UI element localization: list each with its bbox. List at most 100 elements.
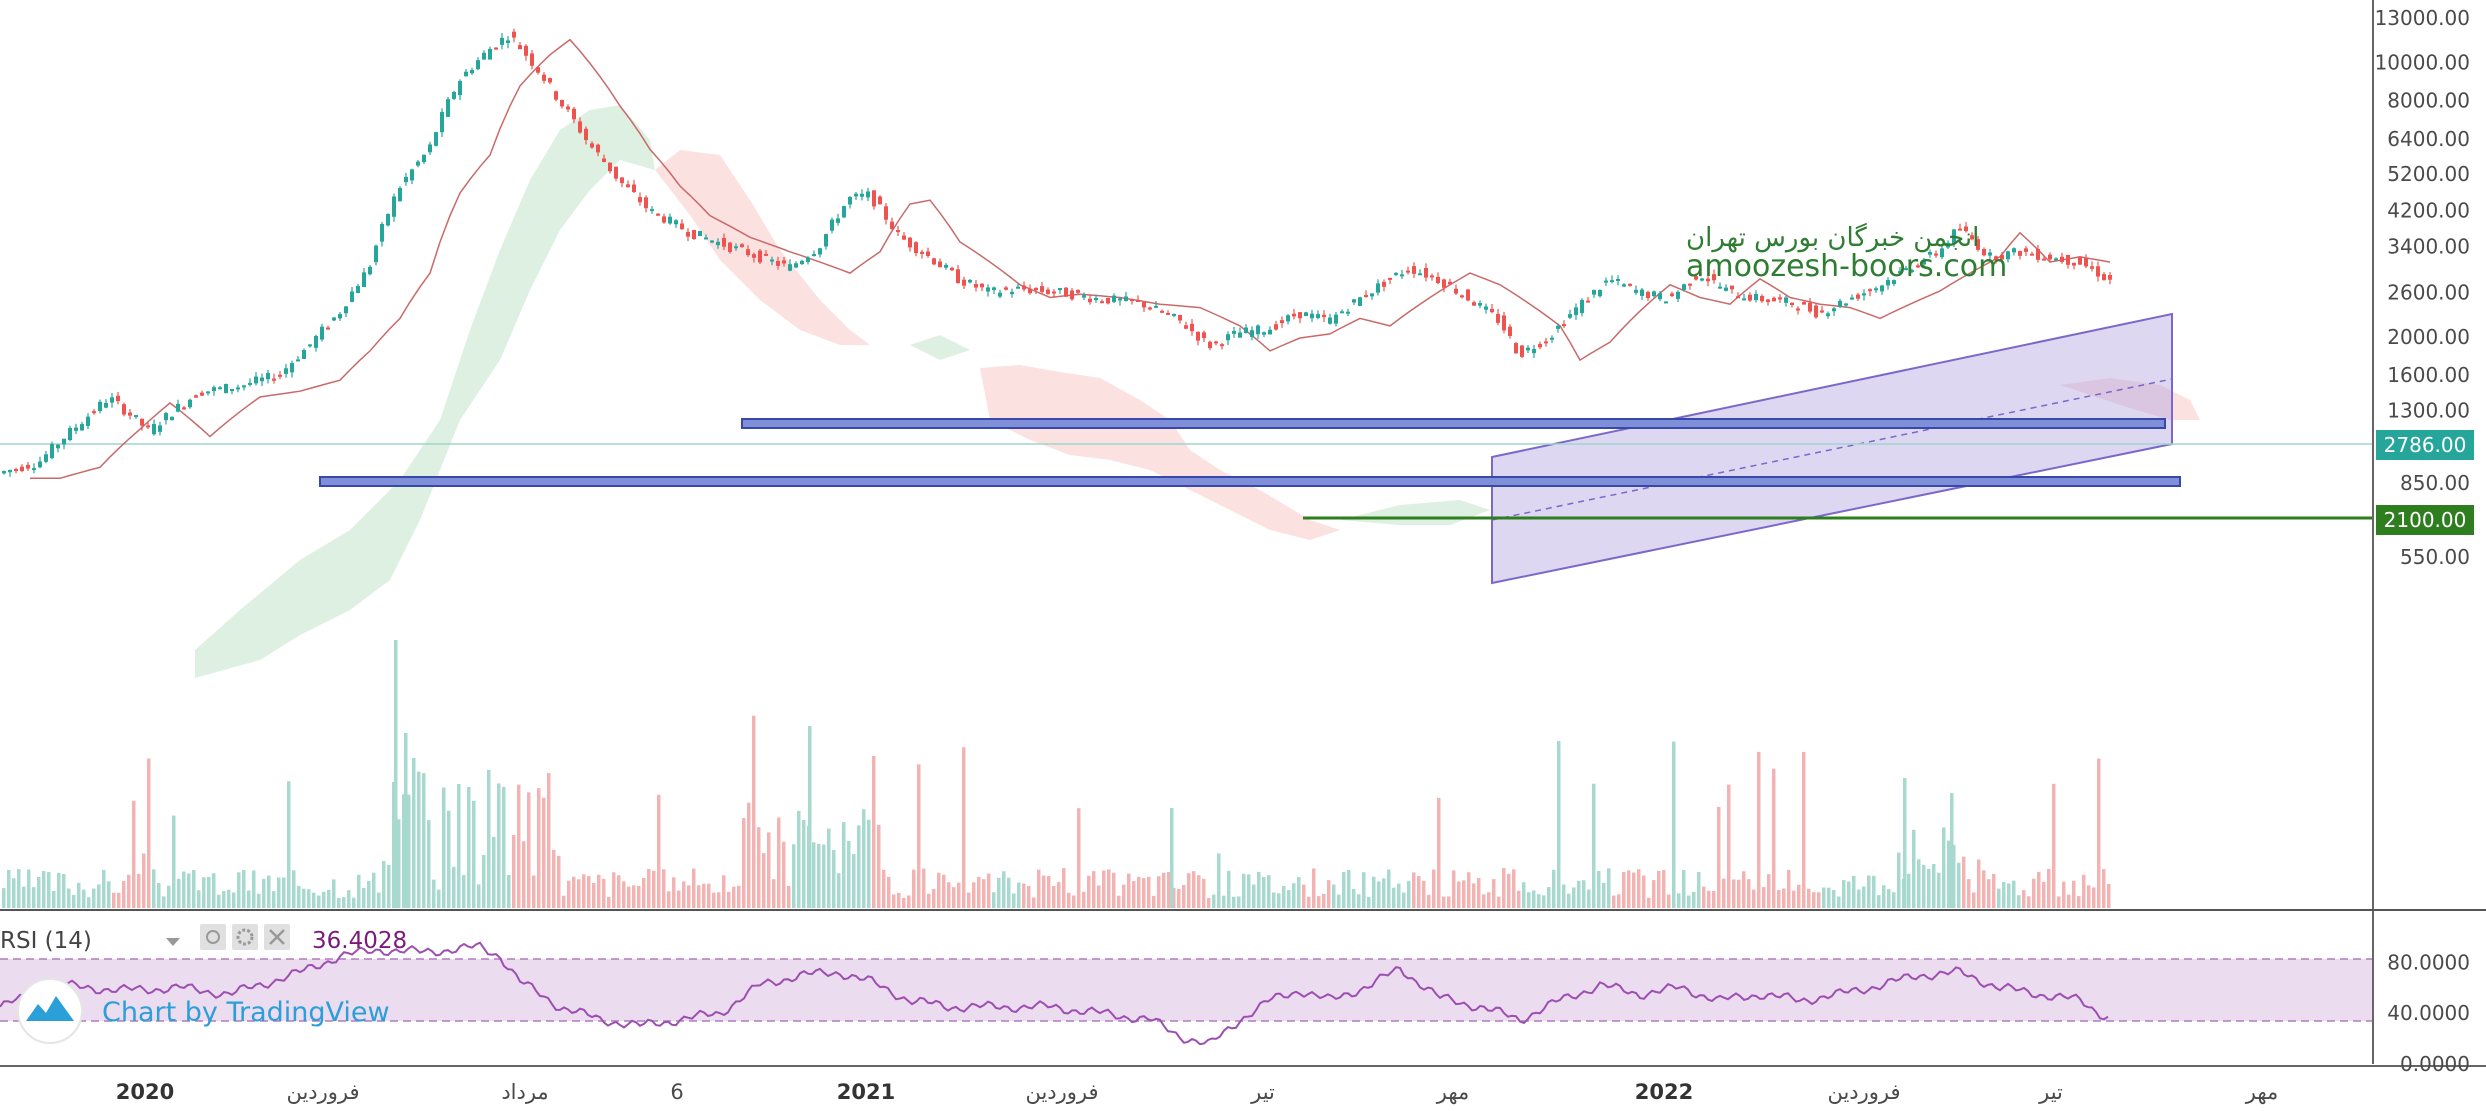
volume-bar (267, 875, 271, 908)
volume-bar (107, 881, 111, 908)
candle-body (1076, 289, 1080, 293)
eye-icon[interactable] (200, 924, 226, 950)
candle-body (1064, 287, 1068, 297)
volume-bar (2077, 896, 2081, 908)
volume-bar (937, 872, 941, 908)
candle-body (1262, 332, 1266, 335)
volume-bar (977, 876, 981, 908)
candle-body (1448, 281, 1452, 285)
candle-body (1808, 302, 1812, 312)
volume-bar (57, 872, 61, 908)
candle-body (1868, 289, 1872, 292)
volume-bar (1042, 875, 1046, 908)
candle-body (884, 206, 888, 220)
candle-body (368, 266, 372, 275)
candle-body (20, 466, 24, 472)
candle-body (1256, 325, 1260, 335)
candle-body (452, 92, 456, 99)
volume-bar (887, 876, 891, 908)
candle-body (458, 81, 462, 96)
volume-bar (1997, 888, 2001, 908)
volume-bar (627, 886, 631, 908)
time-axis[interactable]: 2020 فروردین مرداد 6 2021 فروردین تیر مهر 2022 فر… (116, 1080, 2278, 1104)
candle-body (920, 251, 924, 254)
candle-body (1670, 293, 1674, 297)
candle-body (1508, 326, 1512, 337)
candle-body (1280, 320, 1284, 324)
volume-bar (912, 869, 916, 908)
volume-bar (497, 783, 501, 908)
candle-body (1736, 296, 1740, 299)
volume-bar (102, 869, 106, 908)
candle-body (986, 287, 990, 292)
candle-body (1610, 280, 1614, 283)
gear-icon[interactable] (232, 924, 258, 950)
volume-bar (1407, 880, 1411, 908)
volume-bar (2062, 881, 2066, 908)
rsi-axis[interactable]: 80.0000 40.0000 0.0000 (2387, 950, 2470, 1076)
volume-bar (162, 896, 166, 908)
volume-bar (2057, 896, 2061, 908)
volume-bar (1512, 869, 1516, 908)
tradingview-logo-icon[interactable] (17, 978, 83, 1044)
volume-bar (567, 880, 571, 908)
volume-bar (1677, 893, 1681, 908)
candle-body (848, 197, 852, 205)
candle-body (1952, 229, 1956, 245)
support-zone[interactable] (319, 476, 2181, 487)
volume-bar (1412, 872, 1416, 908)
candle-body (92, 411, 96, 414)
volume-bar (662, 869, 666, 908)
volume-bar (1742, 871, 1746, 908)
candle-body (1910, 270, 1914, 273)
volume-bar (1422, 880, 1426, 908)
candle-body (1820, 310, 1824, 313)
volume-bar (842, 822, 846, 908)
volume-bar (2032, 878, 2036, 908)
volume-bar (957, 882, 961, 908)
candle-body (476, 60, 480, 70)
candle-body (1094, 298, 1098, 301)
volume-bar (1812, 892, 1816, 908)
volume-bar (1642, 875, 1646, 908)
candle-body (1880, 285, 1884, 292)
volume-bar (452, 866, 456, 908)
candle-body (380, 223, 384, 242)
candle-body (302, 349, 306, 359)
chevron-down-icon[interactable] (166, 938, 180, 946)
candle-body (1598, 289, 1602, 297)
volume-bar (272, 891, 276, 908)
volume-bar (582, 874, 586, 908)
candle-body (794, 263, 798, 268)
volume-bar (1962, 856, 1966, 908)
volume-bar (202, 877, 206, 908)
volume-bar (1822, 887, 1826, 908)
candle-body (1724, 287, 1728, 291)
volume-bar (902, 897, 906, 908)
candle-body (722, 237, 726, 247)
price-axis[interactable]: 13000.00 10000.00 8000.00 6400.00 5200.00 420… (2375, 6, 2470, 569)
volume-bar (2007, 883, 2011, 908)
candle-body (938, 261, 942, 268)
candle-body (446, 99, 450, 117)
volume-bar (1352, 888, 1356, 908)
candle-body (524, 45, 528, 56)
volume-bar (967, 892, 971, 908)
volume-bar (262, 878, 266, 908)
support-price-badge: 2100.00 (2376, 505, 2474, 535)
volume-bar (432, 879, 436, 908)
resistance-zone[interactable] (741, 418, 2166, 429)
candle-body (146, 425, 150, 428)
candle-body (1130, 299, 1134, 302)
candle-body (188, 399, 192, 408)
rsi-title[interactable]: RSI (14) (0, 928, 92, 954)
volume-bar (1762, 887, 1766, 908)
volume-bar (2047, 868, 2051, 908)
volume-bar (1007, 877, 1011, 908)
volume-bar (2002, 882, 2006, 908)
volume-bar (1887, 889, 1891, 908)
volume-bar (1542, 895, 1546, 908)
tradingview-branding[interactable]: Chart by TradingView (102, 997, 390, 1028)
close-icon[interactable] (264, 924, 290, 950)
